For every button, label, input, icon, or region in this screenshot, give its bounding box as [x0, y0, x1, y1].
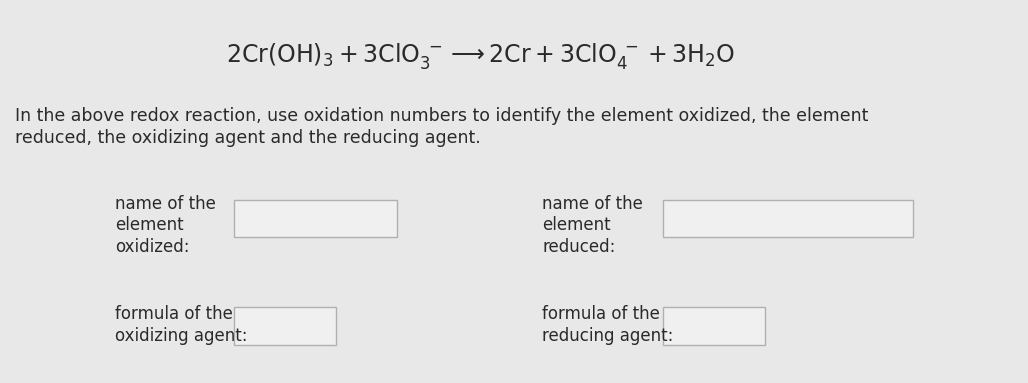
Text: reduced, the oxidizing agent and the reducing agent.: reduced, the oxidizing agent and the red… [15, 129, 481, 147]
FancyBboxPatch shape [663, 308, 765, 345]
Text: oxidized:: oxidized: [115, 238, 190, 256]
Text: oxidizing agent:: oxidizing agent: [115, 327, 248, 345]
Text: element: element [542, 216, 611, 234]
Text: reducing agent:: reducing agent: [542, 327, 673, 345]
Text: name of the: name of the [542, 195, 644, 213]
Text: $\mathregular{2Cr(OH)_3 + 3ClO_3^{\ -} {\longrightarrow} 2Cr + 3ClO_4^{\ -} + 3H: $\mathregular{2Cr(OH)_3 + 3ClO_3^{\ -} {… [226, 41, 736, 71]
Text: reduced:: reduced: [542, 238, 616, 256]
Text: name of the: name of the [115, 195, 216, 213]
FancyBboxPatch shape [234, 308, 336, 345]
FancyBboxPatch shape [663, 200, 913, 237]
Text: formula of the: formula of the [542, 306, 660, 324]
Text: element: element [115, 216, 184, 234]
Text: In the above redox reaction, use oxidation numbers to identify the element oxidi: In the above redox reaction, use oxidati… [15, 107, 869, 125]
Text: formula of the: formula of the [115, 306, 233, 324]
FancyBboxPatch shape [234, 200, 397, 237]
